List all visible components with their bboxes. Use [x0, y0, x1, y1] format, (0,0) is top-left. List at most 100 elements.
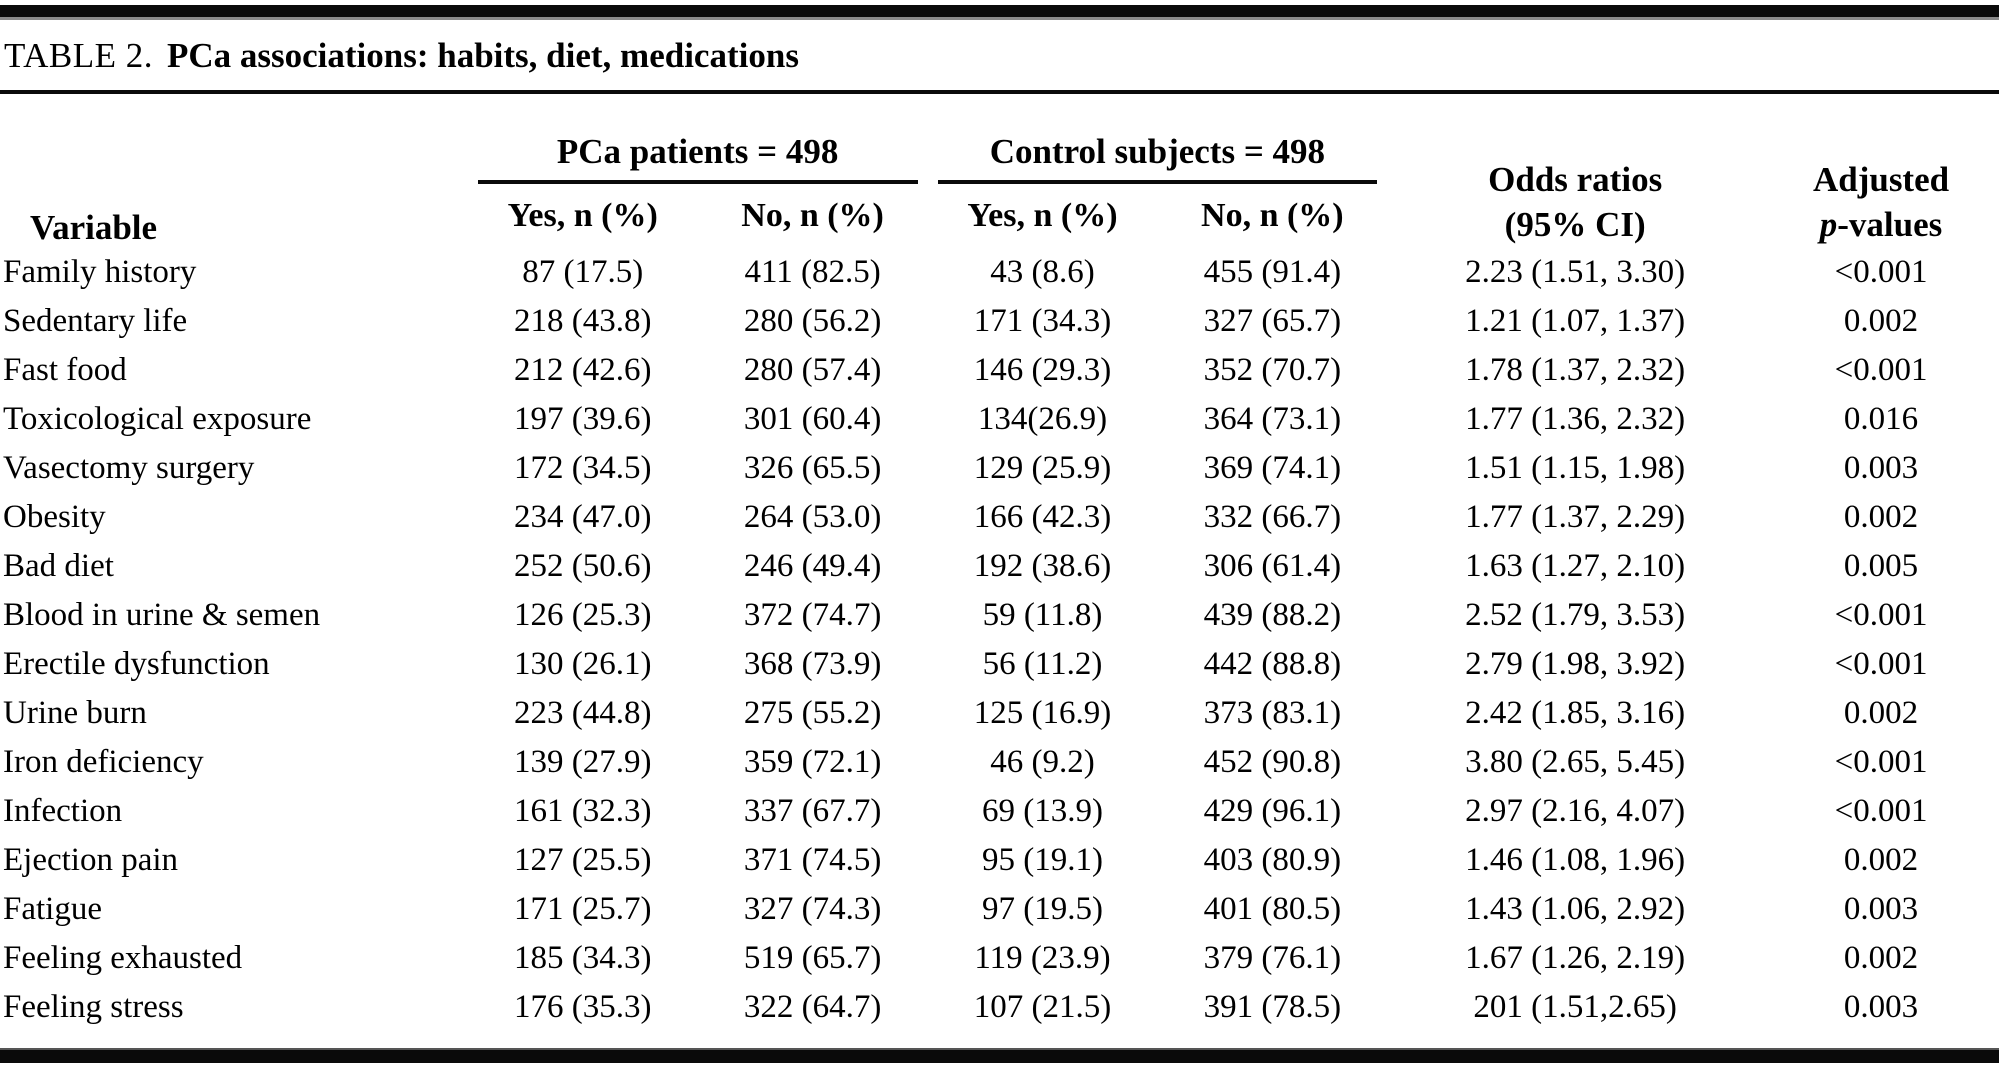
cell-p-value: 0.002 — [1843, 695, 1919, 731]
cell-control-no: 306 (61.4) — [1203, 548, 1342, 584]
pvalue-p-symbol: p — [1819, 205, 1838, 245]
cell-pca-no: 519 (65.7) — [743, 940, 882, 976]
cell-control-yes: 146 (29.3) — [973, 352, 1112, 388]
pvalue-header-line2: p-values — [1763, 203, 1999, 248]
cell-control-no: 352 (70.7) — [1203, 352, 1342, 388]
table-row: Sedentary life 218 (43.8) 280 (56.2) 171… — [0, 297, 1999, 346]
subheader-control-no: No, n (%) — [1201, 197, 1344, 234]
cell-odds-ratio: 2.79 (1.98, 3.92) — [1465, 646, 1686, 682]
cell-pca-yes: 127 (25.5) — [513, 842, 652, 878]
associations-table: Variable PCa patients = 498 Control subj… — [0, 96, 1999, 1032]
cell-pca-no: 301 (60.4) — [743, 401, 882, 437]
title-divider-rule — [0, 90, 1999, 94]
group-label-pca: PCa patients = 498 — [477, 132, 918, 184]
header-group-row: Variable PCa patients = 498 Control subj… — [0, 96, 1999, 247]
table-row: Toxicological exposure 197 (39.6) 301 (6… — [0, 395, 1999, 444]
cell-pca-yes: 185 (34.3) — [513, 940, 652, 976]
table-row: Urine burn 223 (44.8) 275 (55.2) 125 (16… — [0, 689, 1999, 738]
table-row: Erectile dysfunction 130 (26.1) 368 (73.… — [0, 640, 1999, 689]
cell-control-yes: 59 (11.8) — [982, 597, 1103, 633]
cell-variable: Erectile dysfunction — [3, 646, 270, 682]
cell-p-value: <0.001 — [1834, 744, 1928, 780]
cell-pca-no: 337 (67.7) — [743, 793, 882, 829]
cell-control-no: 455 (91.4) — [1203, 254, 1342, 290]
cell-p-value: <0.001 — [1834, 646, 1928, 682]
cell-pca-yes: 87 (17.5) — [522, 254, 644, 290]
subheader-control-yes: Yes, n (%) — [967, 197, 1118, 234]
cell-pca-no: 264 (53.0) — [743, 499, 882, 535]
cell-pca-no: 359 (72.1) — [743, 744, 882, 780]
header-sub-row: Yes, n (%) No, n (%) Yes, n (%) No, n (%… — [0, 184, 1999, 248]
cell-odds-ratio: 2.42 (1.85, 3.16) — [1465, 695, 1686, 731]
table-title: TABLE 2. PCa associations: habits, diet, … — [0, 20, 1999, 90]
column-header-p-values: Adjusted p-values — [1763, 96, 1999, 248]
cell-odds-ratio: 1.63 (1.27, 2.10) — [1465, 548, 1686, 584]
cell-p-value: <0.001 — [1834, 597, 1928, 633]
cell-pca-no: 327 (74.3) — [743, 891, 882, 927]
cell-pca-no: 326 (65.5) — [743, 450, 882, 486]
cell-variable: Vasectomy surgery — [3, 450, 255, 486]
cell-control-yes: 56 (11.2) — [982, 646, 1103, 682]
cell-pca-yes: 130 (26.1) — [513, 646, 652, 682]
cell-variable: Feeling exhausted — [3, 940, 243, 976]
cell-pca-no: 372 (74.7) — [743, 597, 882, 633]
cell-control-no: 379 (76.1) — [1203, 940, 1342, 976]
column-group-pca-patients: PCa patients = 498 — [468, 96, 928, 184]
cell-pca-yes: 218 (43.8) — [513, 303, 652, 339]
table-bottom-rule — [0, 1048, 1999, 1063]
cell-control-yes: 129 (25.9) — [973, 450, 1112, 486]
table-row: Family history 87 (17.5) 411 (82.5) 43 (… — [0, 248, 1999, 297]
table-row: Feeling stress 176 (35.3) 322 (64.7) 107… — [0, 983, 1999, 1032]
cell-variable: Ejection pain — [3, 842, 179, 878]
column-group-control-subjects: Control subjects = 498 — [928, 96, 1388, 184]
cell-pca-no: 371 (74.5) — [743, 842, 882, 878]
column-header-odds-ratios: Odds ratios (95% CI) — [1387, 96, 1763, 248]
cell-pca-yes: 212 (42.6) — [513, 352, 652, 388]
odds-header-line2: (95% CI) — [1504, 205, 1646, 245]
table-row: Feeling exhausted 185 (34.3) 519 (65.7) … — [0, 934, 1999, 983]
table-row: Fatigue 171 (25.7) 327 (74.3) 97 (19.5) … — [0, 885, 1999, 934]
cell-control-no: 401 (80.5) — [1203, 891, 1342, 927]
cell-p-value: 0.003 — [1843, 450, 1919, 486]
cell-odds-ratio: 1.51 (1.15, 1.98) — [1465, 450, 1686, 486]
cell-variable: Urine burn — [3, 695, 147, 731]
cell-odds-ratio: 3.80 (2.65, 5.45) — [1465, 744, 1686, 780]
cell-control-no: 391 (78.5) — [1203, 989, 1342, 1025]
cell-p-value: 0.002 — [1843, 303, 1919, 339]
cell-control-yes: 166 (42.3) — [973, 499, 1112, 535]
cell-odds-ratio: 1.77 (1.37, 2.29) — [1465, 499, 1686, 535]
cell-p-value: 0.002 — [1843, 940, 1919, 976]
cell-control-no: 429 (96.1) — [1203, 793, 1342, 829]
cell-pca-yes: 139 (27.9) — [513, 744, 652, 780]
cell-control-yes: 95 (19.1) — [981, 842, 1103, 878]
cell-control-yes: 134(26.9) — [977, 401, 1108, 437]
column-header-variable: Variable — [30, 208, 158, 247]
cell-control-yes: 125 (16.9) — [973, 695, 1112, 731]
cell-control-yes: 46 (9.2) — [990, 744, 1095, 780]
table-row: Vasectomy surgery 172 (34.5) 326 (65.5) … — [0, 444, 1999, 493]
cell-pca-yes: 252 (50.6) — [513, 548, 652, 584]
table-top-rule — [0, 5, 1999, 20]
cell-control-yes: 97 (19.5) — [981, 891, 1103, 927]
cell-control-yes: 69 (13.9) — [981, 793, 1103, 829]
table-row: Infection 161 (32.3) 337 (67.7) 69 (13.9… — [0, 787, 1999, 836]
cell-control-yes: 107 (21.5) — [973, 989, 1112, 1025]
cell-variable: Bad diet — [3, 548, 114, 584]
cell-variable: Fatigue — [3, 891, 102, 927]
cell-pca-yes: 161 (32.3) — [513, 793, 652, 829]
cell-control-yes: 43 (8.6) — [990, 254, 1095, 290]
cell-odds-ratio: 2.97 (2.16, 4.07) — [1465, 793, 1686, 829]
cell-odds-ratio: 2.52 (1.79, 3.53) — [1465, 597, 1686, 633]
cell-p-value: 0.003 — [1843, 891, 1919, 927]
cell-pca-no: 322 (64.7) — [743, 989, 882, 1025]
cell-odds-ratio: 1.43 (1.06, 2.92) — [1465, 891, 1686, 927]
cell-odds-ratio: 2.23 (1.51, 3.30) — [1465, 254, 1686, 290]
cell-pca-yes: 172 (34.5) — [513, 450, 652, 486]
cell-p-value: 0.005 — [1843, 548, 1919, 584]
cell-p-value: 0.002 — [1843, 842, 1919, 878]
cell-odds-ratio: 1.78 (1.37, 2.32) — [1465, 352, 1686, 388]
cell-odds-ratio: 1.21 (1.07, 1.37) — [1465, 303, 1686, 339]
table-number-label: TABLE 2. — [4, 36, 153, 75]
group-label-control: Control subjects = 498 — [937, 132, 1378, 184]
